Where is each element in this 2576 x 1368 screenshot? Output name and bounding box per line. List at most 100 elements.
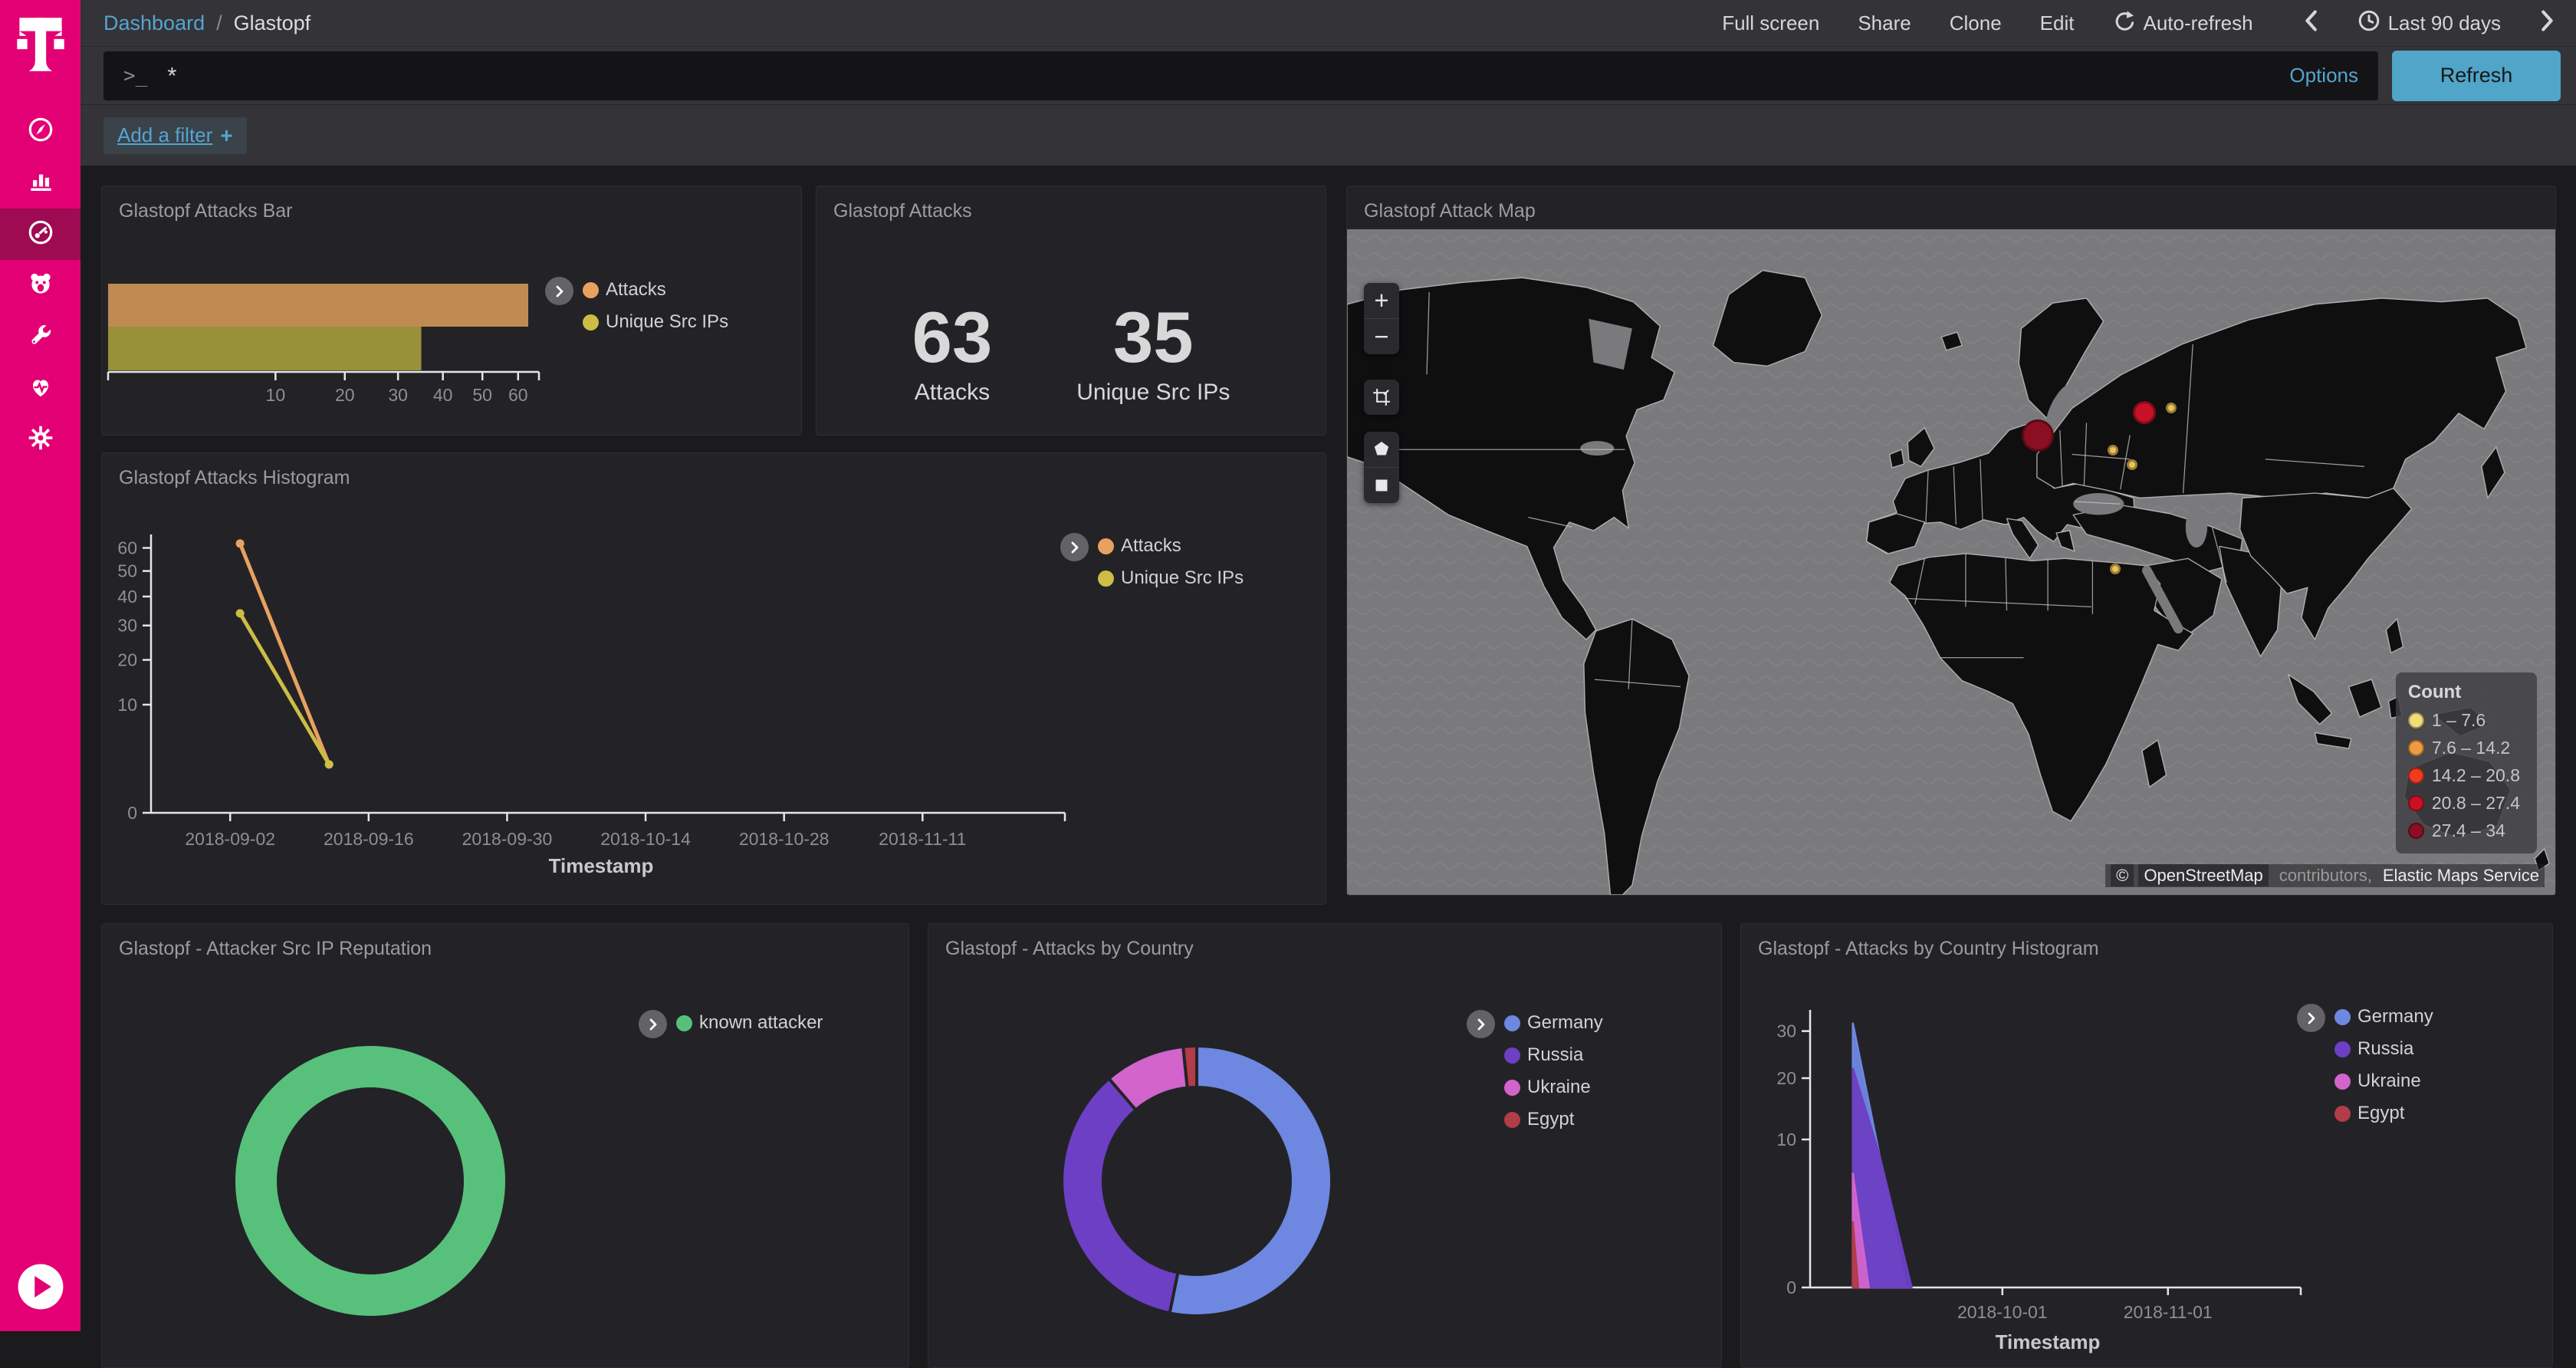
bar-Attacks[interactable] — [108, 284, 528, 327]
metric-value: 35 — [1113, 297, 1194, 377]
legend-toggle-chevron-icon[interactable] — [1467, 1010, 1495, 1038]
sidebar-item-apm[interactable] — [0, 260, 80, 311]
panel-title: Glastopf Attacks Histogram — [119, 467, 350, 488]
full-screen-button[interactable]: Full screen — [1722, 11, 1820, 35]
filter-bar: Add a filter + — [80, 104, 2576, 166]
map-point[interactable] — [2022, 419, 2055, 452]
map-zoom-in-button[interactable]: + — [1374, 286, 1389, 314]
line-series-Attacks[interactable] — [238, 541, 331, 767]
attacks-by-country-donut[interactable] — [928, 924, 1722, 1368]
crop-icon[interactable] — [1364, 380, 1399, 415]
area-series-Russia[interactable] — [1852, 1067, 1913, 1289]
sidebar-item-dashboard[interactable] — [0, 209, 80, 260]
query-bar: >_ * Options Refresh — [80, 46, 2576, 104]
attacks-bar-chart[interactable]: 10 20 30 40 50 60 — [102, 186, 802, 436]
rectangle-draw-icon[interactable] — [1364, 467, 1399, 503]
pie-slice-Germany[interactable] — [1168, 1044, 1333, 1317]
svg-text:2018-10-01: 2018-10-01 — [1957, 1302, 2048, 1322]
line-series-Unique Src IPs[interactable] — [238, 611, 331, 767]
sidebar-item-dev-tools[interactable] — [0, 311, 80, 363]
svg-text:30: 30 — [117, 616, 137, 636]
legend-item[interactable]: Ukraine — [2334, 1070, 2433, 1092]
panel-title: Glastopf Attacks — [833, 200, 972, 222]
add-filter-link[interactable]: Add a filter — [117, 123, 213, 146]
legend-item[interactable]: Unique Src IPs — [583, 311, 728, 333]
chart-legend: Germany Russia Ukraine Egypt — [2297, 1004, 2433, 1124]
legend-item[interactable]: Russia — [1504, 1044, 1603, 1066]
map-legend-range: 27.4 – 34 — [2431, 820, 2505, 840]
legend-item[interactable]: known attacker — [676, 1012, 823, 1034]
panel-glastopf-attacks-metric: Glastopf Attacks 63 Attacks 35 Unique Sr… — [816, 186, 1326, 436]
share-button[interactable]: Share — [1858, 11, 1911, 35]
map-point[interactable] — [2110, 563, 2121, 574]
legend-item[interactable]: Germany — [1504, 1012, 1603, 1034]
legend-toggle-chevron-icon[interactable] — [2297, 1004, 2325, 1032]
svg-text:20: 20 — [335, 385, 355, 405]
sidebar-item-visualize[interactable] — [0, 157, 80, 209]
breadcrumb-dashboard-link[interactable]: Dashboard — [104, 11, 205, 35]
pie-slice-Russia[interactable] — [1060, 1076, 1180, 1315]
edit-button[interactable]: Edit — [2039, 11, 2075, 35]
chart-legend: Attacks Unique Src IPs — [1060, 533, 1244, 589]
refresh-button[interactable]: Refresh — [2392, 50, 2561, 101]
bar-Unique Src IPs[interactable] — [108, 327, 422, 370]
world-map[interactable]: + − Count 1 – 7.6 7.6 – 14.2 14.2 – 20.8 — [1347, 229, 2555, 895]
legend-item[interactable]: Russia — [2334, 1038, 2433, 1060]
legend-item[interactable]: Germany — [2334, 1006, 2433, 1028]
sidebar-item-management[interactable] — [0, 414, 80, 465]
metric-label: Attacks — [914, 380, 991, 405]
map-draw-controls — [1364, 432, 1399, 503]
map-point[interactable] — [2108, 445, 2119, 456]
time-back-button[interactable] — [2302, 9, 2319, 38]
pie-slice-Egypt[interactable] — [1181, 1044, 1198, 1090]
sidebar-item-monitoring[interactable] — [0, 363, 80, 414]
telekom-t-logo[interactable] — [0, 0, 80, 78]
attacks-by-country-histogram-chart[interactable]: 0 10 20 30 2018-10-01 2018-11-01 Timestamp — [1741, 924, 2553, 1368]
map-point[interactable] — [2165, 403, 2177, 414]
map-zoom-out-button[interactable]: − — [1364, 318, 1399, 354]
legend-item[interactable]: Ukraine — [1504, 1077, 1603, 1098]
legend-dot — [2334, 1041, 2351, 1057]
legend-item[interactable]: Attacks — [1098, 535, 1244, 557]
legend-toggle-chevron-icon[interactable] — [639, 1010, 667, 1038]
legend-item[interactable]: Egypt — [1504, 1109, 1603, 1130]
openstreetmap-link[interactable]: © OpenStreetMap — [2105, 864, 2274, 887]
legend-label: Attacks — [606, 279, 666, 300]
auto-refresh-button[interactable]: Auto-refresh — [2112, 9, 2253, 38]
map-attribution: © OpenStreetMap contributors, Elastic Ma… — [2105, 864, 2545, 887]
legend-toggle-chevron-icon[interactable] — [1060, 533, 1089, 561]
add-filter-button[interactable]: Add a filter + — [104, 117, 247, 154]
panel-attacks-by-country: Glastopf - Attacks by Country Germany Rus… — [928, 923, 1722, 1368]
polygon-draw-icon[interactable] — [1364, 432, 1399, 467]
sidebar-item-discover[interactable] — [0, 106, 80, 157]
legend-dot — [1504, 1111, 1520, 1128]
svg-text:2018-09-16: 2018-09-16 — [324, 829, 414, 849]
legend-label: Attacks — [1121, 535, 1181, 556]
map-legend-dot — [2407, 823, 2424, 839]
map-point[interactable] — [2133, 400, 2157, 424]
map-legend-dot — [2407, 768, 2424, 784]
pie-slice-known attacker[interactable] — [235, 1046, 505, 1316]
legend-toggle-chevron-icon[interactable] — [545, 277, 573, 305]
attacks-histogram-chart[interactable]: 0 10 20 30 40 50 60 2018-09-02 2018-09-16 2018-09… — [102, 453, 1326, 905]
time-forward-button[interactable] — [2539, 9, 2556, 38]
search-query-input[interactable]: >_ * Options — [104, 51, 2378, 100]
options-link[interactable]: Options — [2289, 64, 2358, 87]
sidebar-nav — [0, 106, 80, 465]
clone-button[interactable]: Clone — [1949, 11, 2002, 35]
legend-item[interactable]: Egypt — [2334, 1103, 2433, 1124]
compass-icon — [26, 115, 55, 148]
chart-legend: known attacker — [639, 1010, 823, 1038]
legend-item[interactable]: Attacks — [583, 279, 728, 301]
elastic-maps-service-link[interactable]: Elastic Maps Service — [2377, 864, 2545, 887]
map-legend-item: 20.8 – 27.4 — [2407, 793, 2520, 814]
legend-item[interactable]: Unique Src IPs — [1098, 567, 1244, 589]
time-picker-button[interactable]: Last 90 days — [2358, 9, 2501, 38]
gauge-icon — [26, 218, 55, 251]
map-legend-dot — [2407, 712, 2424, 728]
map-point[interactable] — [2127, 459, 2138, 471]
src-ip-reputation-donut[interactable] — [102, 924, 909, 1368]
sidebar-collapse-button[interactable] — [0, 1263, 80, 1314]
area-series-Egypt[interactable] — [1852, 1221, 1860, 1289]
legend-dot — [676, 1014, 692, 1031]
